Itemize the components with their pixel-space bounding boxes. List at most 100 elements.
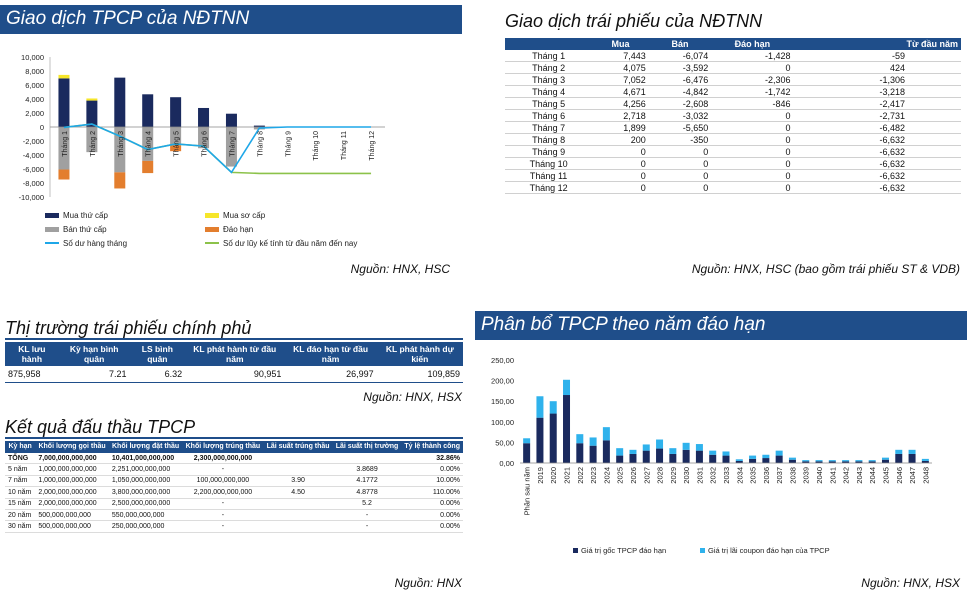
table-cell: Tháng 3 bbox=[505, 73, 593, 86]
bar-principal bbox=[549, 413, 557, 463]
table-cell: TỔNG bbox=[5, 453, 36, 465]
foreign-trading-chart: 10,000 8,000 6,000 4,000 2,000 0 -2,000 -4,000 -… bbox=[19, 53, 385, 248]
table-row: Tháng 2 4,075 -3,592 0 424 bbox=[505, 61, 961, 74]
bar-principal bbox=[523, 443, 531, 463]
line-monthly-balance bbox=[63, 123, 372, 174]
table-cell: Tháng 12 bbox=[505, 181, 593, 194]
table-cell: 15 năm bbox=[5, 498, 36, 510]
x-tick-label: 2031 bbox=[695, 467, 704, 484]
bar-principal bbox=[788, 459, 796, 463]
table-row: 875,958 7.21 6.32 90,951 26,997 109,859 bbox=[5, 366, 463, 383]
bar-secondary-buy bbox=[253, 125, 265, 127]
bar-secondary-sell bbox=[225, 127, 237, 167]
bar-principal bbox=[682, 449, 690, 463]
legend-label: Giá trị gốc TPCP đáo hạn bbox=[581, 546, 666, 555]
x-tick-label: 2045 bbox=[881, 467, 890, 484]
table-cell: 20 năm bbox=[5, 509, 36, 522]
table-cell: 4,671 bbox=[592, 85, 649, 98]
y-tick-label: 10,000 bbox=[21, 53, 44, 62]
x-tick-label: Tháng 12 bbox=[369, 131, 376, 161]
x-tick-label: 2028 bbox=[656, 467, 665, 484]
legend-swatch bbox=[205, 227, 219, 232]
table-cell bbox=[332, 453, 402, 465]
table-cell: -6,632 bbox=[793, 133, 961, 146]
bar-coupon bbox=[762, 454, 770, 459]
table-cell: 3,800,000,000,000 bbox=[108, 486, 183, 499]
table-cell: 200 bbox=[592, 133, 649, 146]
bar-secondary-sell bbox=[86, 127, 98, 153]
bar-coupon bbox=[828, 460, 836, 462]
x-tick-label: Tháng 9 bbox=[285, 131, 292, 157]
bar-coupon bbox=[855, 460, 863, 462]
table-cell: 0 bbox=[711, 133, 794, 146]
y-tick-label: 150,00 bbox=[491, 397, 514, 406]
table-cell: -59 bbox=[793, 50, 961, 62]
table-cell: 0 bbox=[592, 181, 649, 194]
table-cell bbox=[263, 520, 333, 533]
table-row: Tháng 5 4,256 -2,608 -846 -2,417 bbox=[505, 97, 961, 110]
table-cell: 500,000,000,000 bbox=[35, 520, 109, 533]
bar-principal bbox=[735, 460, 743, 463]
table-cell: - bbox=[182, 498, 264, 510]
table-cell: 1,899 bbox=[592, 121, 649, 134]
table-header-cell: LS bình quân bbox=[129, 342, 186, 366]
bar-coupon bbox=[536, 396, 544, 418]
table-cell: 7,000,000,000,000 bbox=[35, 453, 109, 465]
table-cell: 4,075 bbox=[592, 61, 649, 74]
table-header-cell: Lãi suất thị trường bbox=[332, 441, 402, 453]
legend-swatch bbox=[45, 227, 59, 232]
bar-maturity bbox=[58, 169, 70, 180]
x-tick-label: 2036 bbox=[762, 467, 771, 484]
y-tick-label: 200,00 bbox=[491, 377, 514, 386]
y-tick-label: -4,000 bbox=[23, 151, 44, 160]
bar-coupon bbox=[842, 460, 850, 462]
panel3-source: Nguồn: HNX, HSX bbox=[363, 390, 462, 404]
table-header-cell: Bán bbox=[648, 38, 712, 50]
panel2-title: Giao dịch trái phiếu của NĐTNN bbox=[505, 11, 763, 31]
table-cell: 875,958 bbox=[5, 366, 59, 383]
table-cell: Tháng 6 bbox=[505, 109, 593, 122]
table-cell: 7,443 bbox=[592, 50, 649, 62]
legend-label: Số dư lũy kế tính từ đầu năm đến nay bbox=[223, 239, 357, 248]
table-cell: 0 bbox=[592, 169, 649, 182]
table-cell bbox=[263, 498, 333, 510]
bar-principal bbox=[616, 455, 624, 463]
x-tick-label: 2041 bbox=[828, 467, 837, 484]
y-tick-label: 250,00 bbox=[491, 356, 514, 365]
table-cell: 10 năm bbox=[5, 486, 36, 499]
bar-secondary-sell bbox=[142, 127, 154, 161]
table-row: Tháng 3 7,052 -6,476 -2,306 -1,306 bbox=[505, 73, 961, 86]
table-header-cell: Lãi suất trúng thầu bbox=[263, 441, 333, 453]
table-header-cell: Tỷ lệ thành công bbox=[401, 441, 463, 453]
bar-principal bbox=[629, 453, 637, 463]
table-cell: 1,000,000,000,000 bbox=[35, 475, 109, 488]
bar-maturity bbox=[142, 160, 154, 174]
bar-coupon bbox=[749, 455, 757, 459]
table-cell: 2,718 bbox=[592, 109, 649, 122]
table-cell bbox=[263, 509, 333, 522]
y-tick-label: 100,00 bbox=[491, 418, 514, 427]
table-cell: - bbox=[182, 509, 264, 522]
table-cell bbox=[263, 453, 333, 465]
legend-swatch bbox=[573, 548, 578, 553]
x-tick-label: Tháng 3 bbox=[118, 131, 125, 157]
table-cell: Tháng 10 bbox=[505, 157, 593, 170]
table-row: 10 năm 2,000,000,000,000 3,800,000,000,000… bbox=[5, 486, 463, 499]
table-cell: 5.2 bbox=[332, 498, 402, 510]
table-header-cell: Khối lượng trúng thầu bbox=[182, 441, 264, 453]
table-header-cell: KL phát hành dự kiến bbox=[376, 342, 463, 366]
bar-principal bbox=[669, 453, 677, 463]
bar-coupon bbox=[589, 437, 597, 446]
table-cell: 30 năm bbox=[5, 520, 36, 533]
table-cell: Tháng 11 bbox=[505, 169, 593, 182]
table-cell: 2,000,000,000,000 bbox=[35, 498, 109, 510]
table-cell: -350 bbox=[648, 133, 712, 146]
panel1-title: Giao dịch TPCP của NĐTNN bbox=[0, 5, 462, 34]
x-tick-label: 2042 bbox=[842, 467, 851, 484]
table-cell: Tháng 5 bbox=[505, 97, 593, 110]
bar-principal bbox=[762, 458, 770, 463]
table-cell: 2,500,000,000,000 bbox=[108, 498, 183, 510]
bar-coupon bbox=[576, 434, 584, 444]
x-tick-label: 2021 bbox=[563, 467, 572, 484]
table-cell: -6,476 bbox=[648, 73, 712, 86]
